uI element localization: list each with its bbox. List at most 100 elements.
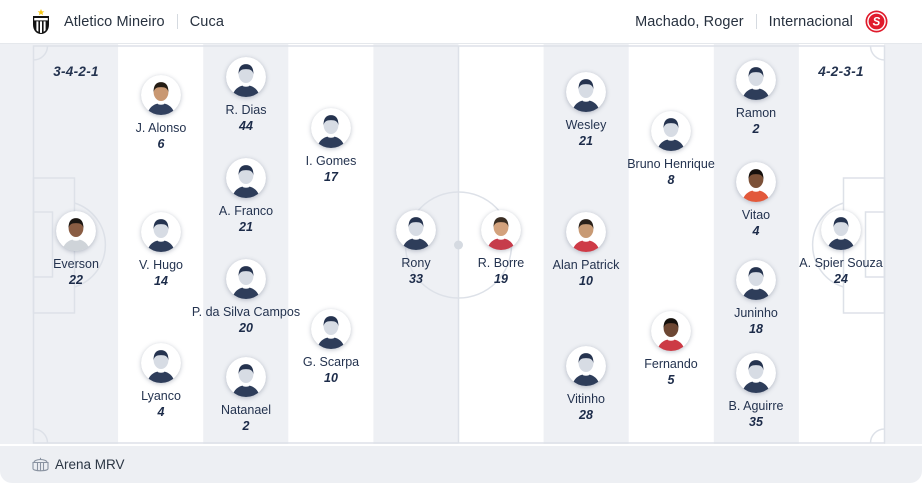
player-number: 35 xyxy=(749,415,763,429)
away-player[interactable]: Wesley 21 xyxy=(521,72,651,149)
penalty-arc-right xyxy=(811,202,844,288)
player-name: Wesley xyxy=(565,118,607,132)
home-coach-name: Cuca xyxy=(189,13,224,30)
home-player[interactable]: Everson 22 xyxy=(11,211,141,288)
player-avatar xyxy=(736,260,776,300)
player-number: 4 xyxy=(157,405,165,419)
away-coach-name: Machado, Roger xyxy=(635,13,744,30)
player-avatar xyxy=(141,75,181,115)
player-avatar xyxy=(311,309,351,349)
player-name: Alan Patrick xyxy=(552,258,620,272)
player-number: 28 xyxy=(579,408,593,422)
corner-arc xyxy=(33,45,49,61)
away-player[interactable]: Juninho 18 xyxy=(691,260,821,337)
header-separator xyxy=(755,14,757,29)
home-player[interactable]: I. Gomes 17 xyxy=(266,108,396,185)
player-name: I. Gomes xyxy=(305,154,357,168)
away-player[interactable]: B. Aguirre 35 xyxy=(691,353,821,430)
player-avatar xyxy=(736,162,776,202)
home-player[interactable]: R. Dias 44 xyxy=(181,57,311,134)
header-separator xyxy=(176,14,178,29)
player-number: 10 xyxy=(579,274,593,288)
player-number: 2 xyxy=(242,419,250,433)
goal-box-left xyxy=(32,211,54,278)
player-avatar xyxy=(56,211,96,251)
player-number: 21 xyxy=(239,220,253,234)
away-player[interactable]: Alan Patrick 10 xyxy=(521,212,651,289)
corner-arc xyxy=(869,428,885,444)
player-number: 14 xyxy=(154,274,168,288)
player-number: 22 xyxy=(69,273,83,287)
player-name: A. Franco xyxy=(218,204,274,218)
player-name: V. Hugo xyxy=(138,258,184,272)
home-team-header: Atletico Mineiro Cuca xyxy=(30,8,224,35)
home-player[interactable]: J. Alonso 6 xyxy=(96,75,226,152)
player-number: 6 xyxy=(157,137,165,151)
away-player[interactable]: A. Spier Souza 24 xyxy=(776,210,906,287)
away-team-name[interactable]: Internacional xyxy=(768,13,853,30)
player-name: Vitinho xyxy=(567,392,605,406)
player-name: Rony xyxy=(401,256,431,270)
penalty-arc-left xyxy=(74,202,107,288)
home-player[interactable]: P. da Silva Campos 20 xyxy=(181,259,311,336)
away-team-crest-icon[interactable]: S xyxy=(865,10,888,33)
player-number: 20 xyxy=(239,321,253,335)
player-name: G. Scarpa xyxy=(302,355,360,369)
home-player[interactable]: Rony 33 xyxy=(351,210,481,287)
player-number: 4 xyxy=(752,224,760,238)
player-avatar xyxy=(566,72,606,112)
player-name: Natanael xyxy=(220,403,272,417)
player-name: R. Dias xyxy=(225,103,267,117)
home-player[interactable]: G. Scarpa 10 xyxy=(266,309,396,386)
player-name: J. Alonso xyxy=(135,121,187,135)
home-formation-label: 3-4-2-1 xyxy=(53,64,99,79)
player-name: Everson xyxy=(53,257,99,271)
pitch-area: 3-4-2-1 4-2-3-1 Everson 22 J. Alonso 6 V… xyxy=(0,44,922,444)
player-number: 21 xyxy=(579,134,593,148)
stadium-icon xyxy=(32,457,49,472)
player-number: 2 xyxy=(752,122,760,136)
away-formation-label: 4-2-3-1 xyxy=(818,64,864,79)
player-number: 17 xyxy=(324,170,338,184)
player-avatar xyxy=(821,210,861,250)
player-number: 44 xyxy=(239,119,253,133)
home-player[interactable]: Lyanco 4 xyxy=(96,343,226,420)
away-team-header: Machado, Roger Internacional S xyxy=(635,10,888,33)
player-avatar xyxy=(651,111,691,151)
away-player[interactable]: Ramon 2 xyxy=(691,60,821,137)
away-player[interactable]: Vitinho 28 xyxy=(521,346,651,423)
player-name: A. Spier Souza xyxy=(799,256,883,270)
player-name: Fernando xyxy=(644,357,698,371)
player-name: Juninho xyxy=(734,306,778,320)
corner-arc xyxy=(33,428,49,444)
venue-bar: Arena MRV xyxy=(0,446,922,483)
player-avatar xyxy=(141,343,181,383)
away-player[interactable]: Fernando 5 xyxy=(606,311,736,388)
player-number: 8 xyxy=(667,173,675,187)
away-player[interactable]: Vitao 4 xyxy=(691,162,821,239)
home-player[interactable]: Natanael 2 xyxy=(181,357,311,434)
center-spot xyxy=(454,240,463,250)
player-avatar xyxy=(566,346,606,386)
player-avatar xyxy=(736,353,776,393)
home-player[interactable]: A. Franco 21 xyxy=(181,158,311,235)
player-name: B. Aguirre xyxy=(728,399,784,413)
player-avatar xyxy=(226,57,266,97)
goal-box-right xyxy=(864,211,886,278)
away-player[interactable]: Bruno Henrique 8 xyxy=(606,111,736,188)
away-player[interactable]: R. Borre 19 xyxy=(436,210,566,287)
player-avatar xyxy=(396,210,436,250)
home-team-name[interactable]: Atletico Mineiro xyxy=(64,13,165,30)
player-name: Vitao xyxy=(741,208,771,222)
home-team-crest-icon[interactable] xyxy=(30,8,52,35)
player-number: 5 xyxy=(667,373,675,387)
player-avatar xyxy=(226,259,266,299)
player-avatar xyxy=(226,357,266,397)
svg-text:S: S xyxy=(873,17,881,29)
player-number: 18 xyxy=(749,322,763,336)
home-player[interactable]: V. Hugo 14 xyxy=(96,212,226,289)
player-name: Bruno Henrique xyxy=(627,157,715,171)
player-name: Lyanco xyxy=(141,389,181,403)
player-name: Ramon xyxy=(735,106,777,120)
player-name: P. da Silva Campos xyxy=(191,305,301,319)
